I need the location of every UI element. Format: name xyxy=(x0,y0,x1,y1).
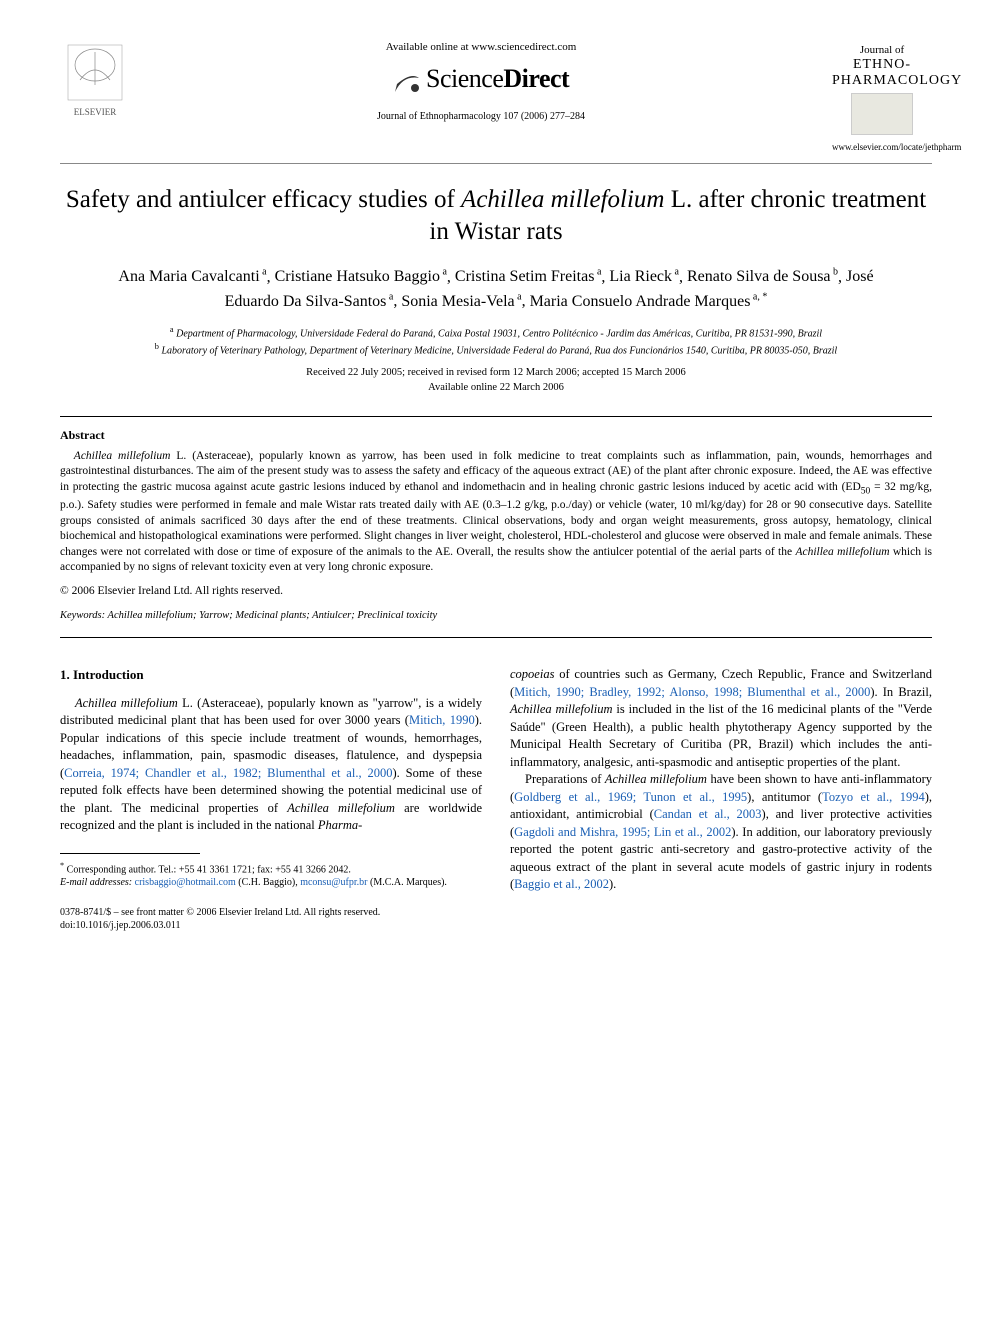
left-column: 1. Introduction Achillea millefolium L. … xyxy=(60,666,482,933)
footnotes: * Corresponding author. Tel.: +55 41 336… xyxy=(60,860,482,890)
title-species: Achillea millefolium xyxy=(461,186,664,213)
journal-logo: Journal of ETHNO- PHARMACOLOGY www.elsev… xyxy=(832,40,932,153)
author: Lia Rieck a xyxy=(609,268,679,285)
intro-paragraph-2: Preparations of Achillea millefolium hav… xyxy=(510,771,932,894)
header-divider xyxy=(60,163,932,164)
page-footer: 0378-8741/$ – see front matter © 2006 El… xyxy=(60,906,482,933)
intro-paragraph-1-cont: copoeias of countries such as Germany, C… xyxy=(510,666,932,771)
available-online-text: Available online at www.sciencedirect.co… xyxy=(150,40,812,55)
email-addresses: E-mail addresses: crisbaggio@hotmail.com… xyxy=(60,876,482,890)
journal-cover-thumb xyxy=(851,93,913,135)
author: Maria Consuelo Andrade Marques a, * xyxy=(530,293,768,310)
keywords-text: Achillea millefolium; Yarrow; Medicinal … xyxy=(105,610,437,621)
footer-doi: doi:10.1016/j.jep.2006.03.011 xyxy=(60,919,482,933)
affiliations: a Department of Pharmacology, Universida… xyxy=(120,324,872,359)
copyright-line: © 2006 Elsevier Ireland Ltd. All rights … xyxy=(60,584,932,600)
affiliation-a: a Department of Pharmacology, Universida… xyxy=(120,324,872,341)
email-baggio[interactable]: crisbaggio@hotmail.com xyxy=(135,877,236,888)
elsevier-logo: ELSEVIER xyxy=(60,40,130,125)
keywords: Keywords: Achillea millefolium; Yarrow; … xyxy=(60,609,932,623)
ref-group-1[interactable]: Mitich, 1990; Bradley, 1992; Alonso, 199… xyxy=(514,685,870,699)
keywords-label: Keywords: xyxy=(60,610,105,621)
body-columns: 1. Introduction Achillea millefolium L. … xyxy=(60,666,932,933)
ref-correia-1974[interactable]: Correia, 1974; Chandler et al., 1982; Bl… xyxy=(64,766,392,780)
title-pre: Safety and antiulcer efficacy studies of xyxy=(66,186,461,213)
footer-line1: 0378-8741/$ – see front matter © 2006 El… xyxy=(60,906,482,920)
abstract-bottom-rule xyxy=(60,637,932,638)
corresponding-author: * Corresponding author. Tel.: +55 41 336… xyxy=(60,860,482,877)
intro-paragraph-1: Achillea millefolium L. (Asteraceae), po… xyxy=(60,695,482,835)
right-column: copoeias of countries such as Germany, C… xyxy=(510,666,932,933)
affiliation-b: b Laboratory of Veterinary Pathology, De… xyxy=(120,341,872,358)
ref-tozyo[interactable]: Tozyo et al., 1994 xyxy=(822,790,925,804)
article-title: Safety and antiulcer efficacy studies of… xyxy=(60,184,932,249)
author: Renato Silva de Sousa b xyxy=(687,268,838,285)
ref-goldberg[interactable]: Goldberg et al., 1969; Tunon et al., 199… xyxy=(514,790,747,804)
section-1-heading: 1. Introduction xyxy=(60,666,482,684)
authors-list: Ana Maria Cavalcanti a, Cristiane Hatsuk… xyxy=(100,265,892,314)
journal-name-line3: PHARMACOLOGY xyxy=(832,73,932,89)
article-dates: Received 22 July 2005; received in revis… xyxy=(60,366,932,395)
svg-text:ELSEVIER: ELSEVIER xyxy=(74,107,117,117)
footnote-rule xyxy=(60,853,200,854)
author: Cristina Setim Freitas a xyxy=(455,268,602,285)
ref-mitich-1990[interactable]: Mitich, 1990 xyxy=(409,713,475,727)
abstract-heading: Abstract xyxy=(60,427,932,443)
author: Sonia Mesia-Vela a xyxy=(401,293,521,310)
sd-brand-left: Science xyxy=(426,64,503,93)
sd-brand-right: Direct xyxy=(503,64,569,93)
center-header: Available online at www.sciencedirect.co… xyxy=(130,40,832,123)
sciencedirect-logo: ScienceDirect xyxy=(150,61,812,98)
ref-candan[interactable]: Candan et al., 2003 xyxy=(654,807,762,821)
sd-swoosh-icon xyxy=(393,70,423,98)
journal-reference: Journal of Ethnopharmacology 107 (2006) … xyxy=(150,110,812,124)
email-marques[interactable]: mconsu@ufpr.br xyxy=(300,877,367,888)
abstract-top-rule xyxy=(60,416,932,417)
ref-gagdoli[interactable]: Gagdoli and Mishra, 1995; Lin et al., 20… xyxy=(514,825,731,839)
author: Cristiane Hatsuko Baggio a xyxy=(275,268,447,285)
ref-baggio[interactable]: Baggio et al., 2002 xyxy=(514,877,609,891)
page-header: ELSEVIER Available online at www.science… xyxy=(60,40,932,153)
journal-name-line2: ETHNO- xyxy=(832,57,932,73)
author: Ana Maria Cavalcanti a xyxy=(118,268,266,285)
journal-name-line1: Journal of xyxy=(832,44,932,57)
abstract-body: Achillea millefolium L. (Asteraceae), po… xyxy=(60,449,932,576)
dates-line1: Received 22 July 2005; received in revis… xyxy=(60,366,932,381)
dates-line2: Available online 22 March 2006 xyxy=(60,381,932,396)
locate-url: www.elsevier.com/locate/jethpharm xyxy=(832,141,932,153)
